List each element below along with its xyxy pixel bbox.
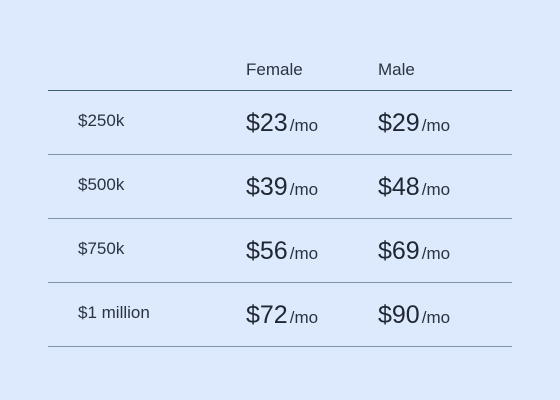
- table-header: Female Male: [48, 52, 512, 91]
- price-amount: $39: [246, 173, 288, 201]
- price-unit: /mo: [289, 180, 319, 199]
- pricing-table: Female Male $250k $23/mo $29/mo $500k $3…: [48, 52, 512, 347]
- female-price: $72/mo: [246, 301, 318, 330]
- coverage-amount: $750k: [78, 239, 125, 258]
- price-amount: $90: [378, 301, 420, 329]
- table-row: $750k $56/mo $69/mo: [48, 219, 512, 283]
- price-amount: $29: [378, 109, 420, 137]
- header-male: Male: [378, 60, 415, 79]
- price-unit: /mo: [421, 308, 451, 327]
- female-price: $39/mo: [246, 173, 318, 202]
- female-price: $56/mo: [246, 237, 318, 266]
- male-price: $48/mo: [378, 173, 450, 202]
- coverage-amount: $500k: [78, 175, 125, 194]
- price-amount: $56: [246, 237, 288, 265]
- header-female: Female: [246, 60, 303, 79]
- price-unit: /mo: [289, 308, 319, 327]
- table-row: $1 million $72/mo $90/mo: [48, 283, 512, 347]
- table-row: $250k $23/mo $29/mo: [48, 91, 512, 155]
- price-amount: $23: [246, 109, 288, 137]
- price-amount: $48: [378, 173, 420, 201]
- price-unit: /mo: [421, 116, 451, 135]
- coverage-amount: $1 million: [78, 303, 150, 322]
- coverage-amount: $250k: [78, 111, 125, 130]
- price-amount: $72: [246, 301, 288, 329]
- female-price: $23/mo: [246, 109, 318, 138]
- price-amount: $69: [378, 237, 420, 265]
- male-price: $29/mo: [378, 109, 450, 138]
- price-unit: /mo: [289, 244, 319, 263]
- male-price: $90/mo: [378, 301, 450, 330]
- male-price: $69/mo: [378, 237, 450, 266]
- table-row: $500k $39/mo $48/mo: [48, 155, 512, 219]
- price-unit: /mo: [421, 244, 451, 263]
- price-unit: /mo: [289, 116, 319, 135]
- price-unit: /mo: [421, 180, 451, 199]
